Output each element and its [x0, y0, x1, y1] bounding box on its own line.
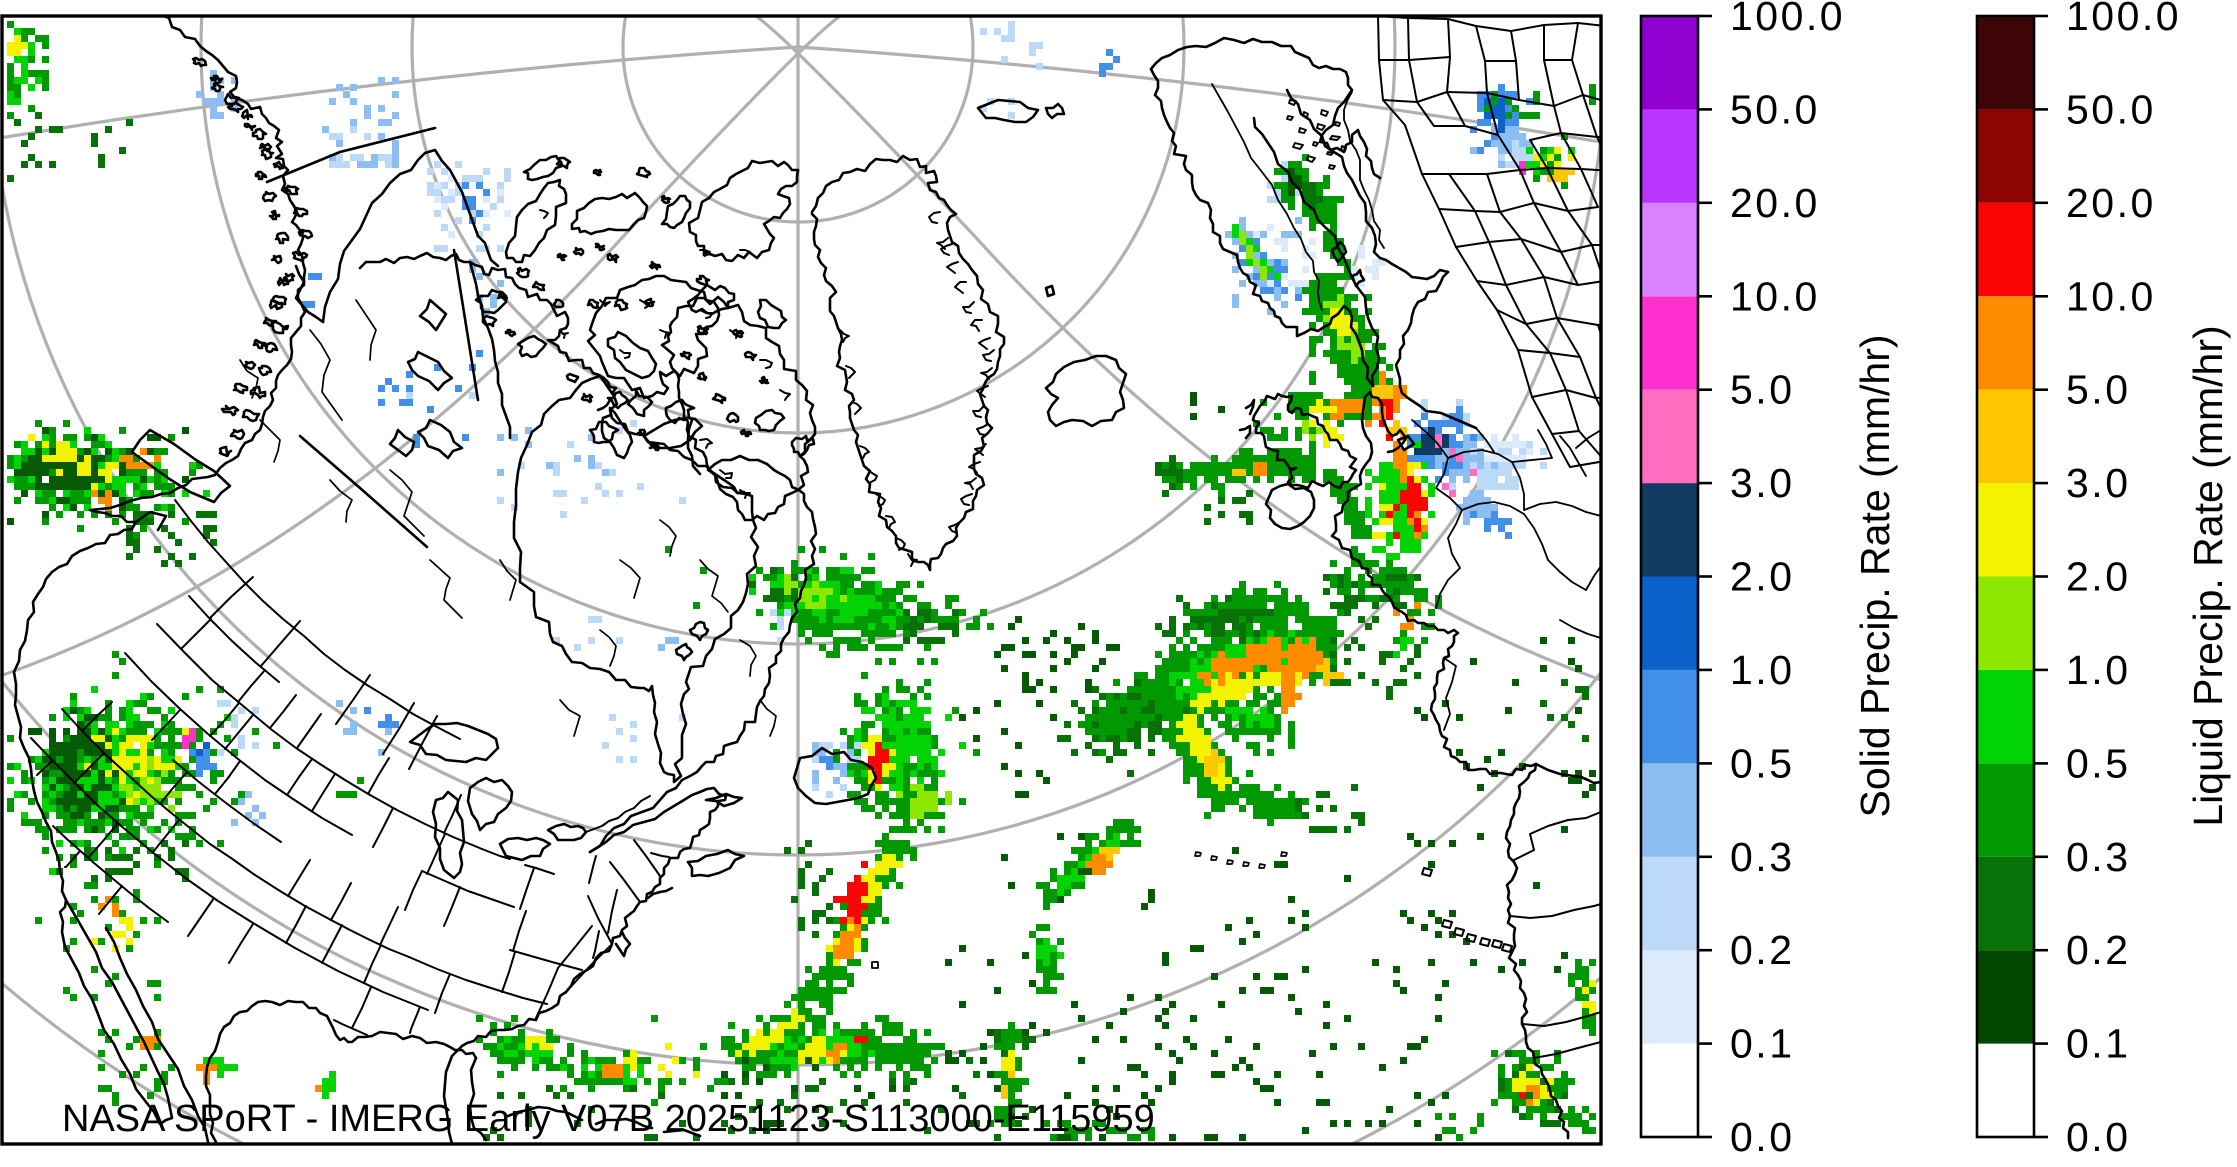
svg-text:0.2: 0.2: [1730, 927, 1795, 973]
svg-text:Solid Precip. Rate (mm/hr): Solid Precip. Rate (mm/hr): [1852, 334, 1898, 817]
svg-text:1.0: 1.0: [1730, 647, 1795, 693]
svg-text:0.0: 0.0: [1730, 1114, 1795, 1160]
svg-text:3.0: 3.0: [1730, 460, 1795, 506]
svg-text:10.0: 10.0: [1730, 273, 1820, 319]
svg-text:10.0: 10.0: [2066, 273, 2156, 319]
svg-text:2.0: 2.0: [1730, 554, 1795, 600]
svg-text:0.5: 0.5: [1730, 740, 1795, 786]
svg-text:100.0: 100.0: [2066, 0, 2181, 39]
svg-text:0.3: 0.3: [2066, 834, 2131, 880]
svg-text:NASA SPoRT - IMERG Early V07B: NASA SPoRT - IMERG Early V07B 20251123-S…: [62, 1098, 1155, 1140]
svg-text:20.0: 20.0: [1730, 180, 1820, 226]
svg-text:0.2: 0.2: [2066, 927, 2131, 973]
svg-text:0.1: 0.1: [1730, 1021, 1795, 1067]
svg-text:0.3: 0.3: [1730, 834, 1795, 880]
svg-text:0.1: 0.1: [2066, 1021, 2131, 1067]
svg-text:50.0: 50.0: [1730, 86, 1820, 132]
svg-text:100.0: 100.0: [1730, 0, 1845, 39]
svg-text:5.0: 5.0: [2066, 367, 2131, 413]
svg-text:5.0: 5.0: [1730, 367, 1795, 413]
svg-text:Liquid Precip. Rate (mm/hr): Liquid Precip. Rate (mm/hr): [2185, 325, 2231, 826]
svg-text:3.0: 3.0: [2066, 460, 2131, 506]
svg-text:0.5: 0.5: [2066, 740, 2131, 786]
svg-text:0.0: 0.0: [2066, 1114, 2131, 1160]
svg-text:1.0: 1.0: [2066, 647, 2131, 693]
svg-text:50.0: 50.0: [2066, 86, 2156, 132]
svg-text:20.0: 20.0: [2066, 180, 2156, 226]
svg-text:2.0: 2.0: [2066, 554, 2131, 600]
